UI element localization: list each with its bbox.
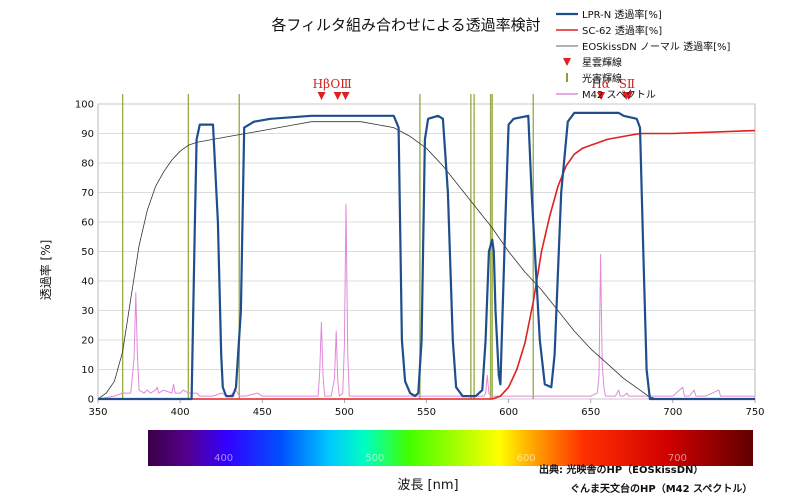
nebula-line-label: Hβ [313,77,330,91]
series-line-0 [98,111,755,401]
nebula-line-markers: Hβ OⅢ Hα SⅡ [313,77,635,100]
visible-spectrum-bar [148,430,753,466]
spectrum-tick-label: 500 [365,453,384,464]
x-axis-label: 波長 [nm] [397,478,458,493]
spectrum-tick-label: 400 [214,453,233,464]
legend-swatch [563,58,571,66]
y-tick-label: 40 [81,277,94,288]
chart-title: 各フィルタ組み合わせによる透過率検討 [271,16,540,34]
y-tick-label: 60 [81,218,94,229]
y-tick-label: 0 [88,395,94,406]
x-tick-labels: 350 400 450 500 550 600 650 700 750 [88,407,764,418]
credit-line-2: ぐんま天文台のHP（M42 スペクトル） [570,482,752,495]
x-tick-label: 700 [663,407,682,418]
legend-label: M42 スペクトル [582,89,656,101]
nebula-line-marker [624,92,633,100]
x-tick-label: 450 [253,407,272,418]
x-tick-label: 650 [581,407,600,418]
y-tick-label: 50 [81,247,94,258]
chart-legend: LPR-N 透過率[%] SC-62 透過率[%] EOSkissDN ノーマル 透… [556,8,730,101]
y-tick-label: 100 [75,100,94,111]
x-tick-label: 350 [88,407,107,418]
series-line-2 [97,121,657,400]
y-tick-label: 80 [81,159,94,170]
legend-label: 星雲輝線 [582,56,622,69]
series-line-3 [97,203,755,400]
nebula-line-marker [341,92,350,100]
legend-label: LPR-N 透過率[%] [582,8,662,21]
y-tick-labels: 0 10 20 30 40 50 60 70 80 90 100 [75,100,94,406]
spectrum-tick-labels: 400 500 600 700 [214,453,687,464]
y-tick-label: 20 [81,336,94,347]
nebula-line-label: Hα [591,77,610,91]
spectrum-tick-label: 700 [668,453,687,464]
y-tick-label: 90 [81,129,94,140]
nebula-line-label: OⅢ [330,77,351,91]
spectrum-tick-label: 600 [517,453,536,464]
legend-label: 光害輝線 [582,72,622,85]
x-tick-label: 750 [745,407,764,418]
series-line-1 [98,129,756,400]
credit-line-1: 出典: 光映舎のHP（EOSkissDN） [539,463,703,476]
nebula-line-marker [597,92,606,100]
plot-area: 0 10 20 30 40 50 60 70 80 90 100 350 400 450 500 550 60… [75,77,765,418]
y-tick-label: 30 [81,306,94,317]
nebula-line-marker [333,92,342,100]
x-tick-label: 550 [417,407,436,418]
nebula-line-marker [317,92,326,100]
x-tick-label: 400 [171,407,190,418]
series-layer [97,111,756,401]
x-tick-label: 600 [499,407,518,418]
nebula-line-label: SⅡ [619,77,635,91]
legend-label: SC-62 透過率[%] [582,24,662,37]
x-tick-label: 500 [335,407,354,418]
y-axis-label: 透過率 [%] [38,240,53,301]
y-tick-label: 10 [81,365,94,376]
legend-label: EOSkissDN ノーマル 透過率[%] [582,40,730,53]
y-tick-label: 70 [81,188,94,199]
